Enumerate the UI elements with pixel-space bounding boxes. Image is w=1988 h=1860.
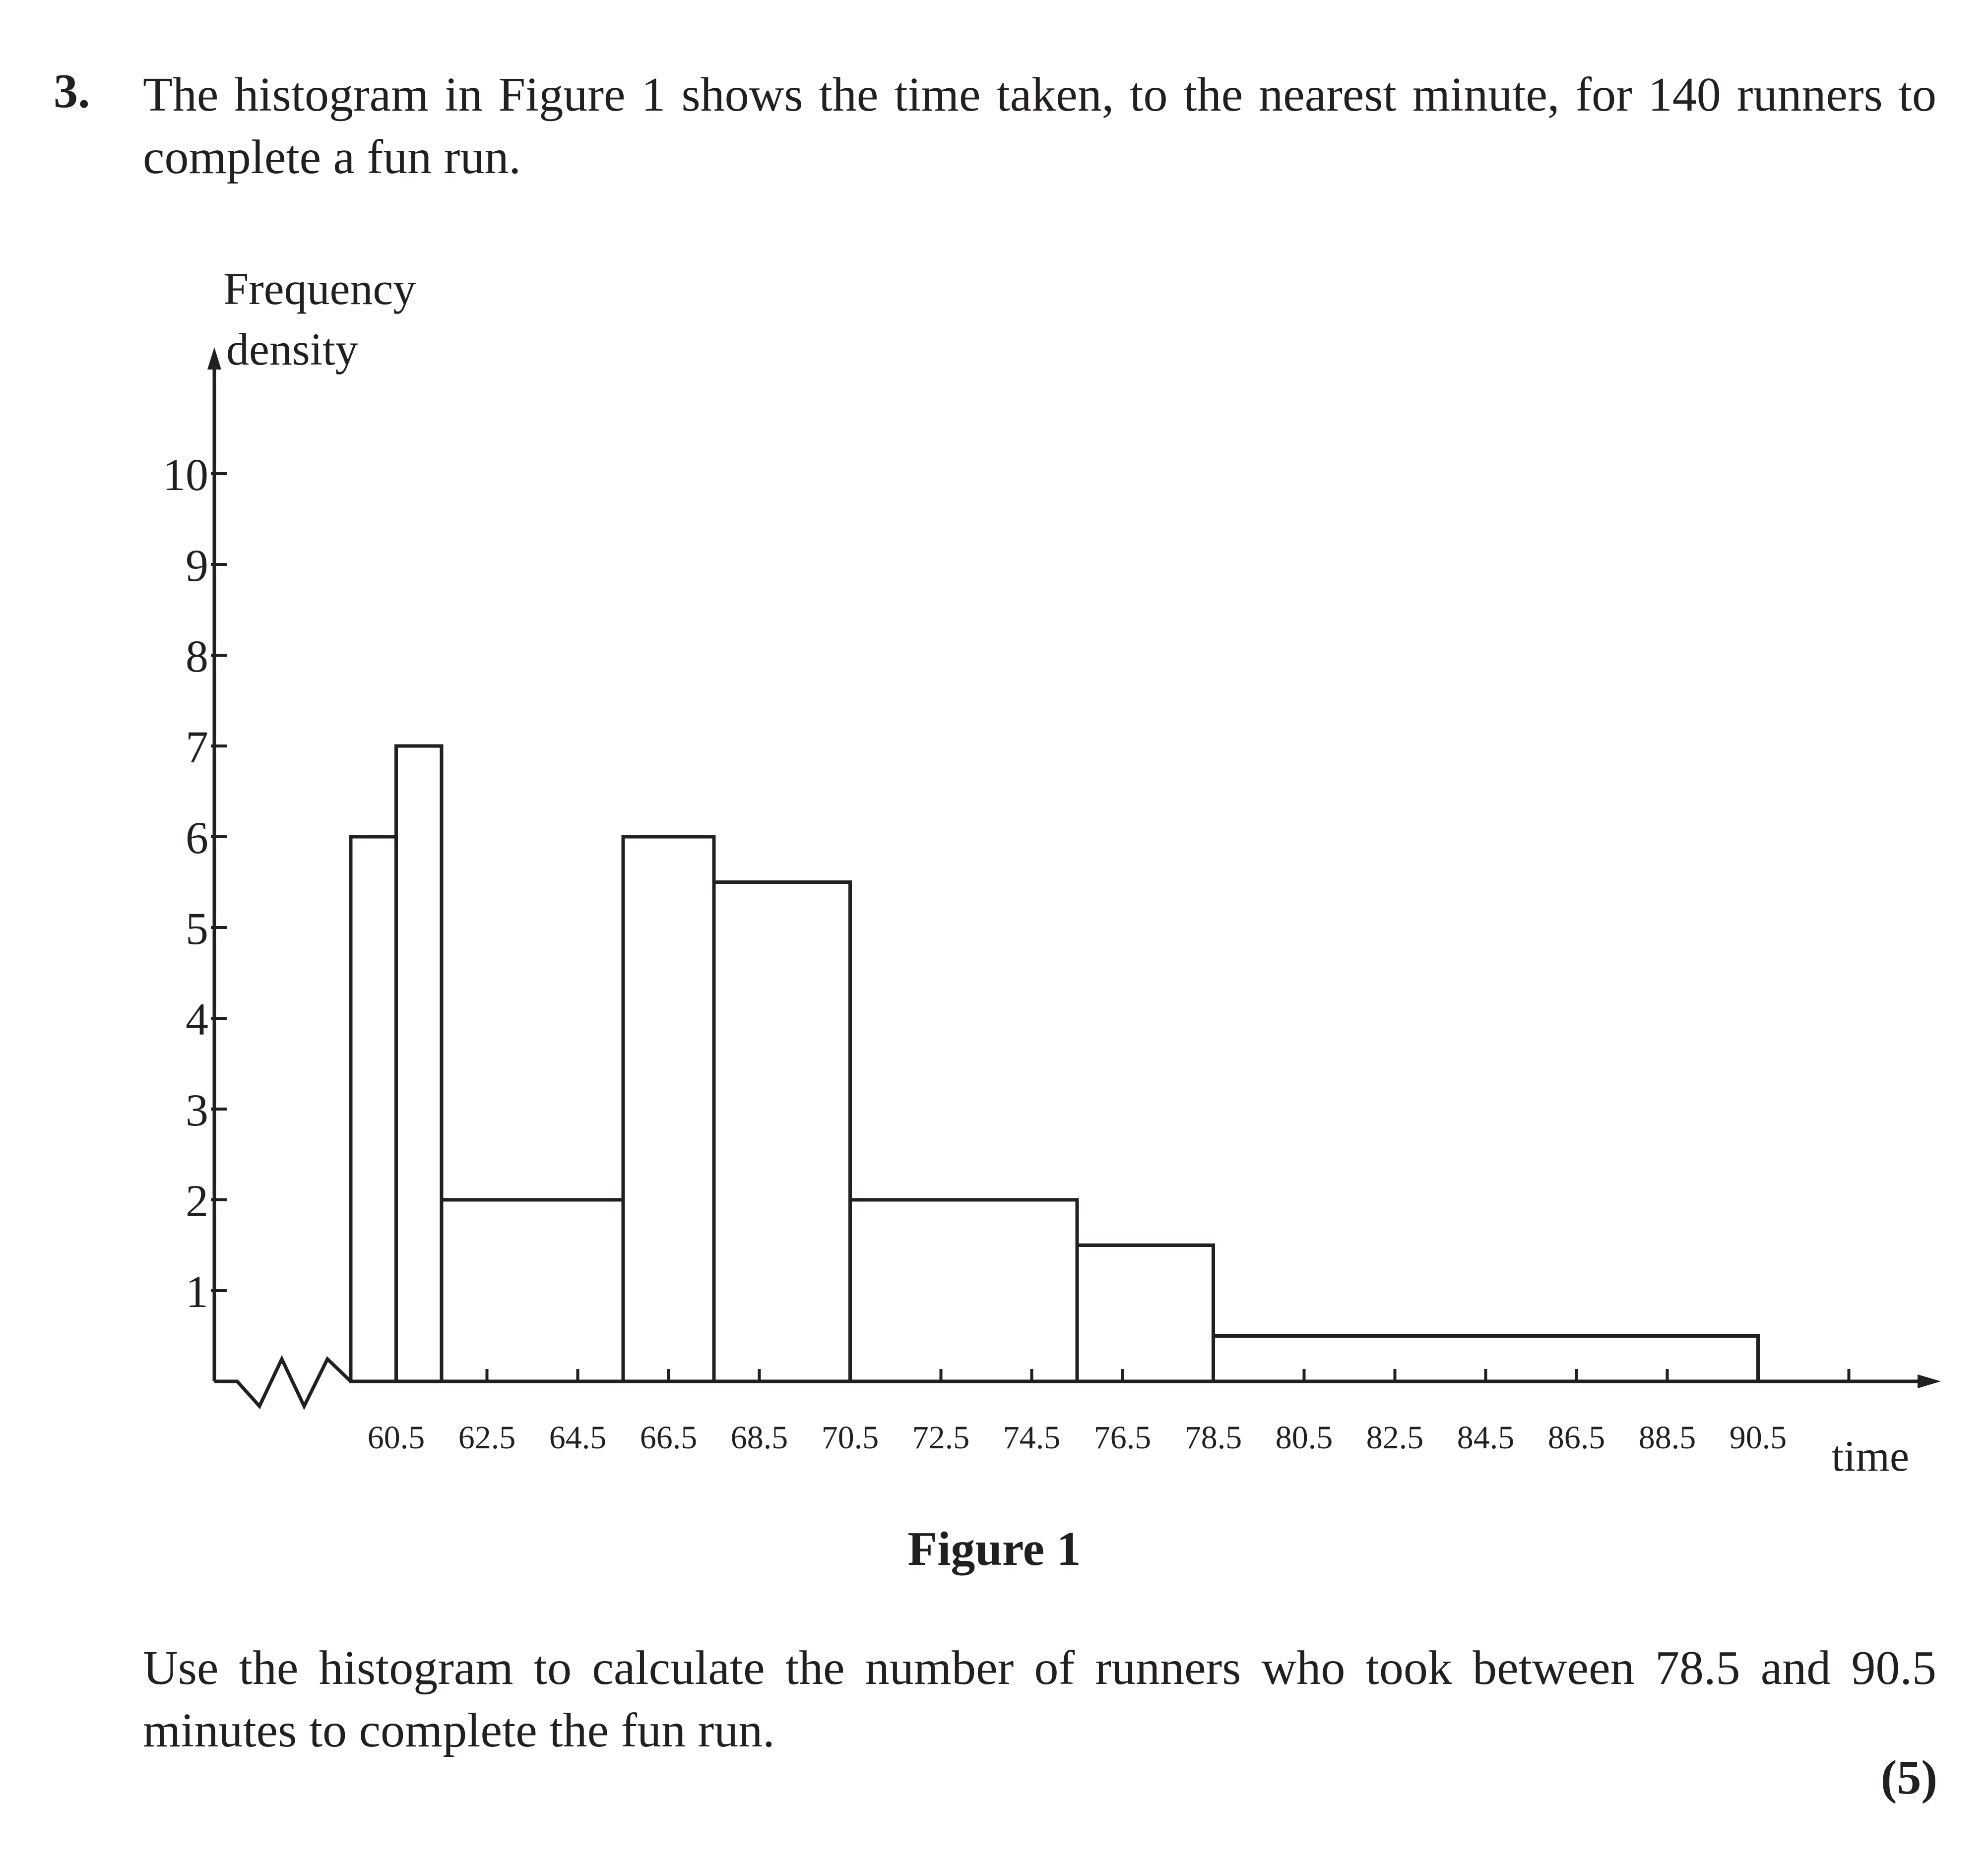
x-tick-label-76-5: 76.5 <box>1094 1420 1152 1456</box>
histogram-bar-5 <box>712 880 852 1383</box>
chart-labels: Frequency density time Figure 1 <box>223 263 1909 1576</box>
x-tick-label-64-5: 64.5 <box>549 1420 607 1456</box>
question-number: 3. <box>54 64 90 118</box>
y-tick-label-3: 3 <box>186 1085 208 1135</box>
x-tick-label-90-5: 90.5 <box>1730 1420 1787 1456</box>
x-tick-label-82-5: 82.5 <box>1366 1420 1424 1456</box>
marks-label: (5) <box>1880 1751 1937 1804</box>
y-tick-label-9: 9 <box>186 540 208 591</box>
histogram-bar-2 <box>394 744 444 1383</box>
question-text: The histogram in Figure 1 shows the time… <box>143 68 1936 184</box>
x-tick-label-88-5: 88.5 <box>1639 1420 1696 1456</box>
figure-caption: Figure 1 <box>907 1522 1081 1576</box>
x-tick-label-60-5: 60.5 <box>368 1420 425 1456</box>
y-tick-label-2: 2 <box>186 1176 208 1226</box>
histogram-bar-6 <box>848 1198 1079 1383</box>
y-tick-label-4: 4 <box>186 994 208 1045</box>
task-text: Use the histogram to calculate the numbe… <box>143 1641 1936 1757</box>
y-tick-label-1: 1 <box>186 1266 208 1317</box>
histogram-bar-7 <box>1075 1243 1215 1383</box>
x-tick-label-80-5: 80.5 <box>1276 1420 1333 1456</box>
x-tick-label-84-5: 84.5 <box>1457 1420 1515 1456</box>
x-tick-label-74-5: 74.5 <box>1003 1420 1061 1456</box>
y-tick-label-8: 8 <box>186 631 208 682</box>
x-tick-label-72-5: 72.5 <box>912 1420 970 1456</box>
chart-axes: 1 2 3 4 5 6 7 8 9 10 60.5 62.5 64.5 66.5 68.5 70.5 72.5 7… <box>163 347 1941 1456</box>
y-tick-label-7: 7 <box>186 722 208 772</box>
x-axis-label: time <box>1832 1432 1909 1481</box>
x-tick-label-86-5: 86.5 <box>1548 1420 1605 1456</box>
y-tick-label-5: 5 <box>186 903 208 954</box>
histogram-bar-1 <box>349 835 398 1383</box>
y-axis-label-line1: Frequency <box>223 263 416 314</box>
x-tick-label-68-5: 68.5 <box>731 1420 788 1456</box>
y-tick-label-10: 10 <box>163 449 208 500</box>
x-axis-break-zigzag <box>214 1355 352 1411</box>
x-tick-label-70-5: 70.5 <box>822 1420 879 1456</box>
y-axis-label-line2: density <box>226 324 358 374</box>
x-tick-label-62-5: 62.5 <box>458 1420 516 1456</box>
x-axis-arrowhead <box>1918 1374 1941 1388</box>
histogram-bars <box>349 744 1760 1383</box>
x-tick-label-78-5: 78.5 <box>1185 1420 1242 1456</box>
histogram-bar-3 <box>440 1198 625 1383</box>
x-tick-label-66-5: 66.5 <box>640 1420 698 1456</box>
y-axis-arrowhead <box>207 347 221 370</box>
histogram-bar-4 <box>621 835 716 1383</box>
y-tick-label-6: 6 <box>186 812 208 863</box>
